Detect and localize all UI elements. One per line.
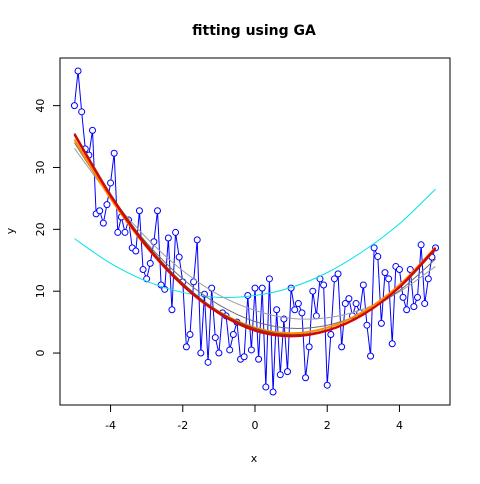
data-point bbox=[193, 236, 201, 244]
data-point bbox=[89, 126, 96, 134]
data-point bbox=[182, 343, 190, 351]
x-tick-label: 4 bbox=[396, 419, 403, 432]
data-point bbox=[262, 383, 270, 391]
data-point bbox=[385, 275, 393, 283]
y-tick-label: 10 bbox=[34, 284, 47, 298]
data-point bbox=[312, 312, 320, 320]
data-point bbox=[247, 346, 255, 354]
data-point bbox=[175, 253, 183, 261]
x-axis-label: x bbox=[251, 452, 258, 465]
data-point bbox=[417, 241, 425, 249]
data-point bbox=[302, 374, 310, 382]
data-point bbox=[269, 388, 277, 396]
data-point bbox=[399, 293, 407, 301]
data-point bbox=[226, 346, 234, 354]
data-point bbox=[204, 358, 212, 366]
data-point bbox=[284, 368, 291, 376]
data-point bbox=[363, 321, 371, 329]
x-tick-label: -4 bbox=[105, 419, 116, 432]
x-tick-label: -2 bbox=[177, 419, 188, 432]
x-tick-label: 0 bbox=[252, 419, 259, 432]
data-point bbox=[103, 201, 111, 209]
data-point bbox=[96, 207, 104, 215]
data-point bbox=[323, 381, 331, 389]
x-tick-label: 2 bbox=[324, 419, 331, 432]
data-point bbox=[139, 266, 147, 274]
data-point bbox=[121, 228, 129, 236]
data-point bbox=[414, 293, 421, 301]
data-point bbox=[110, 149, 118, 157]
data-point bbox=[197, 349, 205, 357]
data-point bbox=[78, 108, 86, 116]
data-point bbox=[99, 219, 107, 227]
data-point bbox=[345, 295, 353, 303]
data-point bbox=[132, 247, 140, 255]
data-point bbox=[294, 300, 302, 308]
data-point bbox=[251, 284, 259, 292]
data-point bbox=[388, 340, 396, 348]
data-point bbox=[215, 349, 223, 357]
data-point bbox=[273, 306, 281, 314]
data-point bbox=[276, 371, 284, 379]
data-point bbox=[370, 244, 378, 252]
data-point bbox=[229, 330, 237, 338]
data-point bbox=[359, 281, 367, 289]
data-point bbox=[424, 275, 432, 283]
data-point bbox=[107, 179, 115, 187]
y-axis-label: y bbox=[4, 227, 17, 234]
data-point bbox=[255, 355, 263, 363]
data-point bbox=[211, 334, 219, 342]
data-point bbox=[240, 353, 248, 361]
data-point bbox=[406, 266, 414, 274]
data-point bbox=[74, 67, 82, 75]
data-point bbox=[298, 309, 306, 317]
data-point bbox=[410, 303, 418, 311]
data-point bbox=[334, 270, 342, 278]
data-point bbox=[135, 207, 143, 215]
data-point bbox=[146, 259, 154, 267]
data-point bbox=[154, 207, 161, 215]
y-tick-label: 20 bbox=[34, 222, 47, 236]
data-point bbox=[374, 253, 382, 261]
data-point bbox=[367, 352, 375, 360]
data-point bbox=[381, 269, 389, 277]
data-point bbox=[330, 275, 338, 283]
y-tick-label: 30 bbox=[34, 160, 47, 174]
data-point bbox=[377, 319, 385, 327]
data-point bbox=[258, 284, 266, 292]
chart-title: fitting using GA bbox=[192, 23, 316, 39]
data-point bbox=[395, 266, 403, 274]
data-point bbox=[327, 330, 335, 338]
data-point bbox=[403, 306, 411, 314]
data-point bbox=[164, 234, 172, 242]
data-point bbox=[186, 330, 194, 338]
data-point bbox=[244, 292, 252, 300]
data-point bbox=[70, 102, 78, 110]
data-point bbox=[114, 228, 122, 236]
data-point bbox=[172, 228, 180, 236]
data-point bbox=[291, 306, 299, 314]
data-point bbox=[168, 306, 176, 314]
data-point bbox=[320, 281, 328, 289]
fit-curve bbox=[73, 134, 437, 338]
fit-curve bbox=[74, 188, 436, 299]
y-tick-label: 40 bbox=[34, 99, 47, 113]
data-point bbox=[341, 300, 349, 308]
data-point bbox=[338, 343, 346, 351]
data-point bbox=[352, 300, 360, 308]
y-tick-label: 0 bbox=[34, 350, 47, 357]
data-point bbox=[265, 275, 273, 283]
data-point bbox=[421, 300, 429, 308]
data-point bbox=[305, 343, 313, 351]
data-point bbox=[309, 287, 317, 295]
